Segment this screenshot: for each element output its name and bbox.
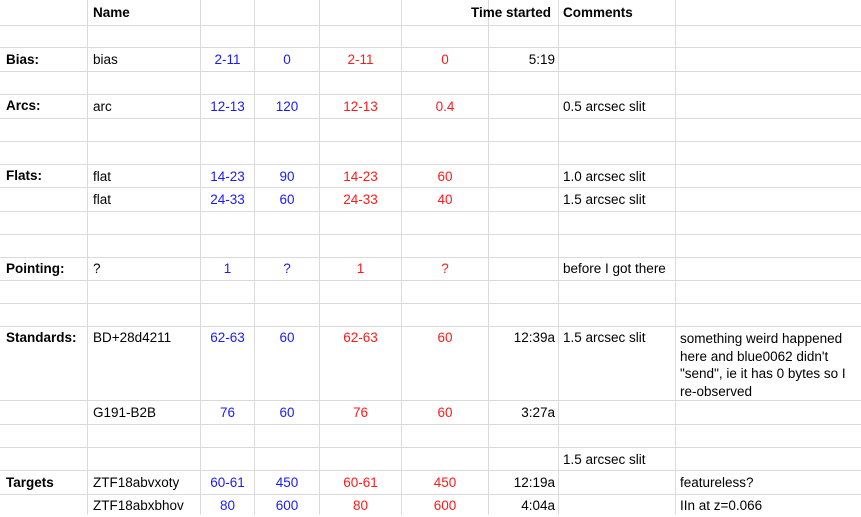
cell-comment[interactable]: before I got there bbox=[563, 261, 666, 276]
cell-blue-range[interactable]: 2-11 bbox=[214, 52, 241, 67]
row-divider bbox=[0, 47, 861, 48]
cell-name[interactable]: arc bbox=[93, 99, 112, 114]
header-comments[interactable]: Comments bbox=[563, 5, 633, 20]
cell-comment[interactable]: 1.0 arcsec slit bbox=[563, 169, 646, 184]
row-divider bbox=[0, 118, 861, 119]
cell-name[interactable]: ZTF18abxbhov bbox=[93, 498, 184, 513]
row-divider bbox=[0, 141, 861, 142]
cell-red-exptime[interactable]: ? bbox=[441, 261, 449, 276]
cell-blue-range[interactable]: 24-33 bbox=[210, 192, 245, 207]
cell-blue-exptime[interactable]: 120 bbox=[275, 99, 299, 114]
cell-red-exptime[interactable]: 60 bbox=[437, 330, 453, 345]
cell-blue-range[interactable]: 1 bbox=[223, 261, 232, 276]
cell-red-range[interactable]: 62-63 bbox=[343, 330, 378, 345]
cell-blue-exptime[interactable]: ? bbox=[283, 261, 291, 276]
row-divider bbox=[0, 447, 861, 448]
cell-red-range[interactable]: 60-61 bbox=[343, 475, 378, 490]
cell-comment[interactable]: 1.5 arcsec slit bbox=[563, 192, 646, 207]
row-divider bbox=[0, 303, 861, 304]
cell-time-started[interactable]: 12:19a bbox=[513, 475, 555, 490]
row-label-standards[interactable]: Standards: bbox=[6, 330, 77, 345]
row-divider bbox=[0, 257, 861, 258]
cell-red-range[interactable]: 24-33 bbox=[343, 192, 378, 207]
row-divider bbox=[0, 164, 861, 165]
cell-time-started[interactable]: 3:27a bbox=[521, 405, 555, 420]
cell-note[interactable]: featureless? bbox=[680, 475, 754, 490]
cell-name[interactable]: flat bbox=[93, 169, 112, 184]
cell-blue-range[interactable]: 12-13 bbox=[210, 99, 245, 114]
row-divider bbox=[0, 71, 861, 72]
row-label-pointing[interactable]: Pointing: bbox=[6, 261, 65, 276]
row-divider bbox=[0, 25, 861, 26]
cell-red-exptime[interactable]: 450 bbox=[433, 475, 457, 490]
cell-red-exptime[interactable]: 60 bbox=[437, 169, 453, 184]
cell-blue-exptime[interactable]: 60 bbox=[279, 330, 295, 345]
cell-name[interactable]: bias bbox=[93, 52, 118, 67]
row-divider bbox=[0, 424, 861, 425]
cell-name[interactable]: flat bbox=[93, 192, 112, 207]
cell-blue-range[interactable]: 76 bbox=[219, 405, 236, 420]
cell-red-exptime[interactable]: 40 bbox=[437, 192, 453, 207]
row-label-bias[interactable]: Bias: bbox=[6, 52, 40, 67]
cell-red-exptime[interactable]: 0.4 bbox=[435, 99, 455, 114]
cell-blue-range[interactable]: 60-61 bbox=[210, 475, 245, 490]
cell-comment[interactable]: 1.5 arcsec slit bbox=[563, 330, 646, 345]
cell-comment[interactable]: 0.5 arcsec slit bbox=[563, 99, 646, 114]
header-name[interactable]: Name bbox=[93, 5, 130, 20]
cell-red-exptime[interactable]: 0 bbox=[441, 52, 449, 67]
cell-note[interactable]: something weird happened here and blue00… bbox=[680, 331, 846, 399]
row-divider bbox=[0, 280, 861, 281]
header-time-started[interactable]: Time started bbox=[471, 5, 552, 20]
row-divider bbox=[0, 494, 861, 495]
cell-name[interactable]: ? bbox=[93, 261, 101, 276]
row-divider bbox=[0, 187, 861, 188]
cell-blue-exptime[interactable]: 0 bbox=[283, 52, 291, 67]
cell-note[interactable]: IIn at z=0.066 bbox=[680, 498, 763, 513]
row-divider bbox=[0, 94, 861, 95]
cell-comment[interactable]: 1.5 arcsec slit bbox=[563, 452, 646, 467]
cell-name[interactable]: BD+28d4211 bbox=[93, 330, 172, 345]
cell-time-started[interactable]: 4:04a bbox=[521, 498, 555, 513]
cell-blue-exptime[interactable]: 90 bbox=[279, 169, 295, 184]
cell-blue-exptime[interactable]: 60 bbox=[279, 405, 295, 420]
row-divider bbox=[0, 400, 861, 401]
row-divider bbox=[0, 470, 861, 471]
cell-name[interactable]: ZTF18abvxoty bbox=[93, 475, 180, 490]
cell-blue-range[interactable]: 80 bbox=[219, 498, 236, 513]
cell-time-started[interactable]: 5:19 bbox=[528, 52, 555, 67]
cell-blue-range[interactable]: 14-23 bbox=[210, 169, 245, 184]
row-label-flats[interactable]: Flats: bbox=[6, 168, 43, 183]
cell-blue-exptime[interactable]: 60 bbox=[279, 192, 295, 207]
cell-red-range[interactable]: 14-23 bbox=[343, 169, 378, 184]
row-divider bbox=[0, 326, 861, 327]
cell-blue-range[interactable]: 62-63 bbox=[210, 330, 245, 345]
cell-red-range[interactable]: 12-13 bbox=[343, 99, 378, 114]
row-label-arcs[interactable]: Arcs: bbox=[6, 98, 41, 113]
cell-red-exptime[interactable]: 600 bbox=[433, 498, 457, 513]
row-label-targets[interactable]: Targets bbox=[6, 475, 54, 490]
cell-red-range[interactable]: 76 bbox=[352, 405, 369, 420]
cell-name[interactable]: G191-B2B bbox=[93, 405, 157, 420]
cell-red-range[interactable]: 2-11 bbox=[347, 52, 374, 67]
cell-red-range[interactable]: 80 bbox=[352, 498, 369, 513]
cell-time-started[interactable]: 12:39a bbox=[513, 330, 555, 345]
cell-blue-exptime[interactable]: 450 bbox=[275, 475, 299, 490]
cell-blue-exptime[interactable]: 600 bbox=[275, 498, 299, 513]
row-divider bbox=[0, 234, 861, 235]
cell-red-range[interactable]: 1 bbox=[356, 261, 365, 276]
row-divider bbox=[0, 211, 861, 212]
cell-red-exptime[interactable]: 60 bbox=[437, 405, 453, 420]
